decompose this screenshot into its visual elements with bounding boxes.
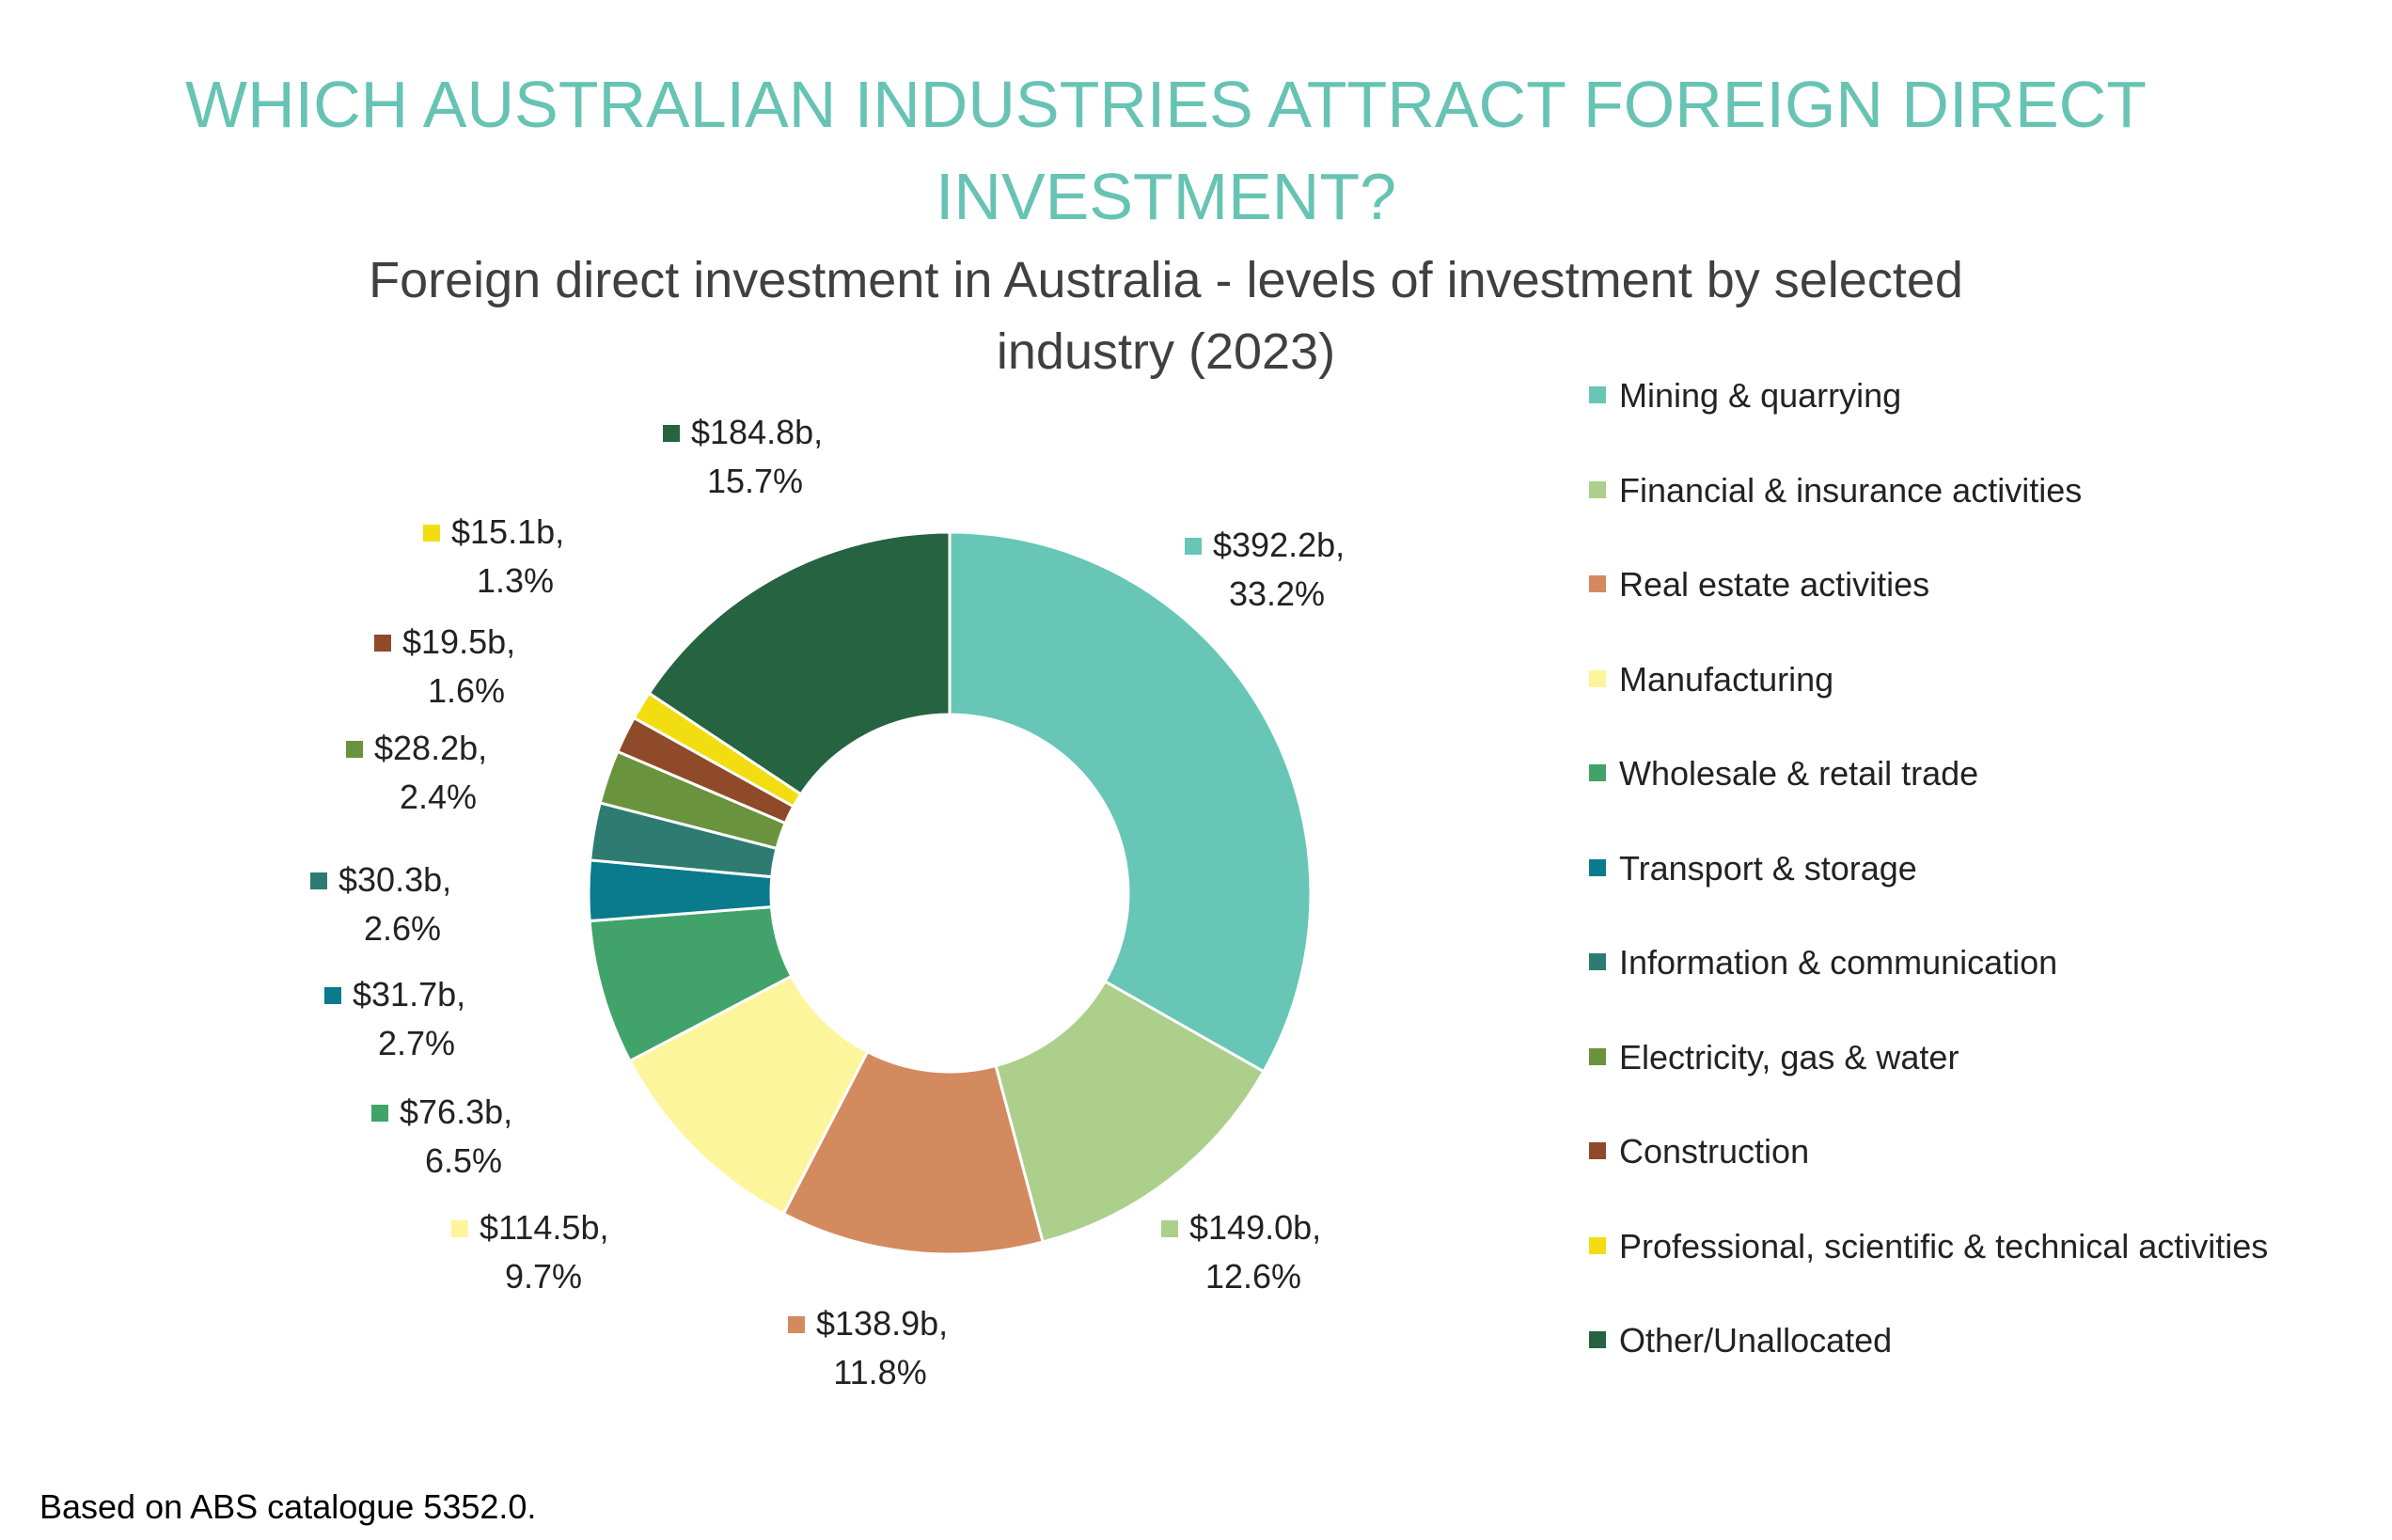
legend-label: Other/Unallocated: [1619, 1321, 1893, 1359]
legend-swatch: [1589, 575, 1606, 593]
data-label-marker: [663, 425, 680, 442]
data-label-percent: 15.7%: [707, 462, 803, 500]
data-label-percent: 2.7%: [378, 1024, 455, 1062]
legend-swatch: [1589, 1047, 1606, 1065]
legend-swatch: [1589, 1236, 1606, 1254]
data-label-marker: [1161, 1220, 1178, 1237]
data-label-marker: [310, 872, 327, 889]
data-label-value: $149.0b,: [1189, 1208, 1321, 1247]
data-label-marker: [788, 1316, 805, 1333]
data-label-percent: 2.4%: [400, 778, 477, 816]
data-label-percent: 11.8%: [833, 1353, 926, 1391]
data-label-value: $15.1b,: [451, 512, 564, 551]
legend-swatch: [1589, 669, 1606, 687]
data-label-percent: 33.2%: [1229, 574, 1325, 613]
data-label-marker: [324, 987, 341, 1004]
data-label-value: $19.5b,: [402, 622, 515, 661]
chart-title: WHICH AUSTRALIAN INDUSTRIES ATTRACT FORE…: [185, 68, 2147, 233]
donut-slice: [647, 530, 952, 796]
legend-label: Information & communication: [1619, 943, 2058, 982]
data-label-percent: 6.5%: [425, 1141, 502, 1180]
data-label-marker: [423, 525, 440, 542]
legend-item: Professional, scientific & technical act…: [1589, 1223, 2268, 1270]
data-label-percent: 1.3%: [477, 561, 554, 600]
legend-swatch: [1589, 764, 1606, 782]
legend-label: Wholesale & retail trade: [1619, 754, 1979, 793]
legend-label: Electricity, gas & water: [1619, 1037, 1959, 1076]
legend-item: Wholesale & retail trade: [1589, 750, 1978, 797]
data-label-value: $138.9b,: [816, 1304, 948, 1343]
legend-label: Professional, scientific & technical act…: [1619, 1226, 2269, 1265]
data-label-value: $184.8b,: [691, 413, 823, 451]
legend-swatch: [1589, 386, 1606, 404]
donut-slice: [994, 979, 1266, 1244]
data-label-value: $31.7b,: [353, 975, 465, 1014]
donut-slice: [948, 530, 1313, 1074]
legend-label: Transport & storage: [1619, 848, 1917, 888]
data-label-value: $76.3b,: [400, 1092, 512, 1131]
data-label-value: $392.2b,: [1213, 526, 1345, 564]
legend-swatch: [1589, 953, 1606, 971]
legend-label: Real estate activities: [1619, 565, 1930, 604]
legend-label: Manufacturing: [1619, 659, 1834, 699]
data-label-marker: [1185, 538, 1202, 555]
data-label-value: $114.5b,: [480, 1208, 608, 1247]
chart-subtitle: Foreign direct investment in Australia -…: [369, 252, 1963, 380]
legend-item: Electricity, gas & water: [1589, 1034, 1959, 1081]
legend-swatch: [1589, 1331, 1606, 1349]
legend-item: Mining & quarrying: [1589, 372, 1901, 419]
footnote: Based on ABS catalogue 5352.0.: [39, 1487, 537, 1526]
legend-label: Construction: [1619, 1132, 1810, 1171]
legend-swatch: [1589, 858, 1606, 876]
data-label-marker: [371, 1105, 388, 1122]
legend-item: Real estate activities: [1589, 561, 1929, 608]
legend-label: Financial & insurance activities: [1619, 470, 2083, 510]
legend-item: Information & communication: [1589, 939, 2057, 986]
legend-item: Financial & insurance activities: [1589, 467, 2082, 514]
legend-item: Other/Unallocated: [1589, 1317, 1892, 1364]
legend-item: Manufacturing: [1589, 656, 1833, 703]
data-label-percent: 9.7%: [505, 1257, 582, 1296]
data-label-marker: [374, 635, 391, 652]
legend-label: Mining & quarrying: [1619, 376, 1902, 415]
data-label-value: $28.2b,: [374, 729, 487, 767]
data-label-percent: 1.6%: [428, 671, 505, 710]
data-label-percent: 2.6%: [364, 909, 441, 948]
data-label-marker: [451, 1220, 468, 1237]
legend-swatch: [1589, 1142, 1606, 1160]
legend-swatch: [1589, 480, 1606, 498]
data-label-marker: [346, 741, 363, 758]
data-label-percent: 12.6%: [1205, 1257, 1301, 1296]
data-label-value: $30.3b,: [338, 860, 451, 899]
donut-slice: [781, 1049, 1045, 1256]
legend-item: Construction: [1589, 1128, 1809, 1175]
legend-item: Transport & storage: [1589, 845, 1917, 892]
